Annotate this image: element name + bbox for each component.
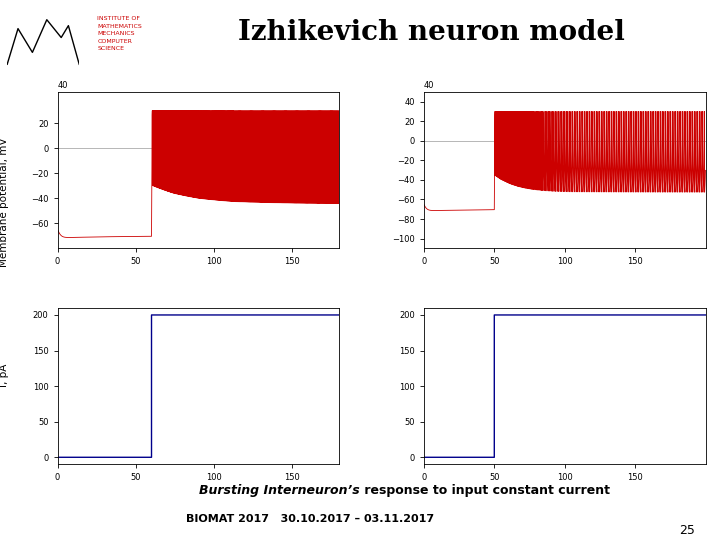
Text: COMPUTER: COMPUTER: [97, 39, 132, 44]
Text: 25: 25: [679, 524, 695, 537]
Text: Bursting Interneuron’s: Bursting Interneuron’s: [199, 484, 360, 497]
Text: INSTITUTE OF: INSTITUTE OF: [97, 16, 140, 21]
Text: I, pA: I, pA: [0, 363, 9, 387]
Text: SCIENCE: SCIENCE: [97, 46, 125, 51]
Text: Membrane potential, mV: Membrane potential, mV: [0, 138, 9, 267]
Text: BIOMAT 2017   30.10.2017 – 03.11.2017: BIOMAT 2017 30.10.2017 – 03.11.2017: [186, 515, 433, 524]
Text: response to input constant current: response to input constant current: [360, 484, 610, 497]
Text: 40: 40: [58, 81, 68, 90]
Text: MATHEMATICS: MATHEMATICS: [97, 24, 142, 29]
Text: MECHANICS: MECHANICS: [97, 31, 135, 36]
Text: Izhikevich neuron model: Izhikevich neuron model: [238, 19, 624, 46]
Text: 40: 40: [424, 81, 434, 90]
